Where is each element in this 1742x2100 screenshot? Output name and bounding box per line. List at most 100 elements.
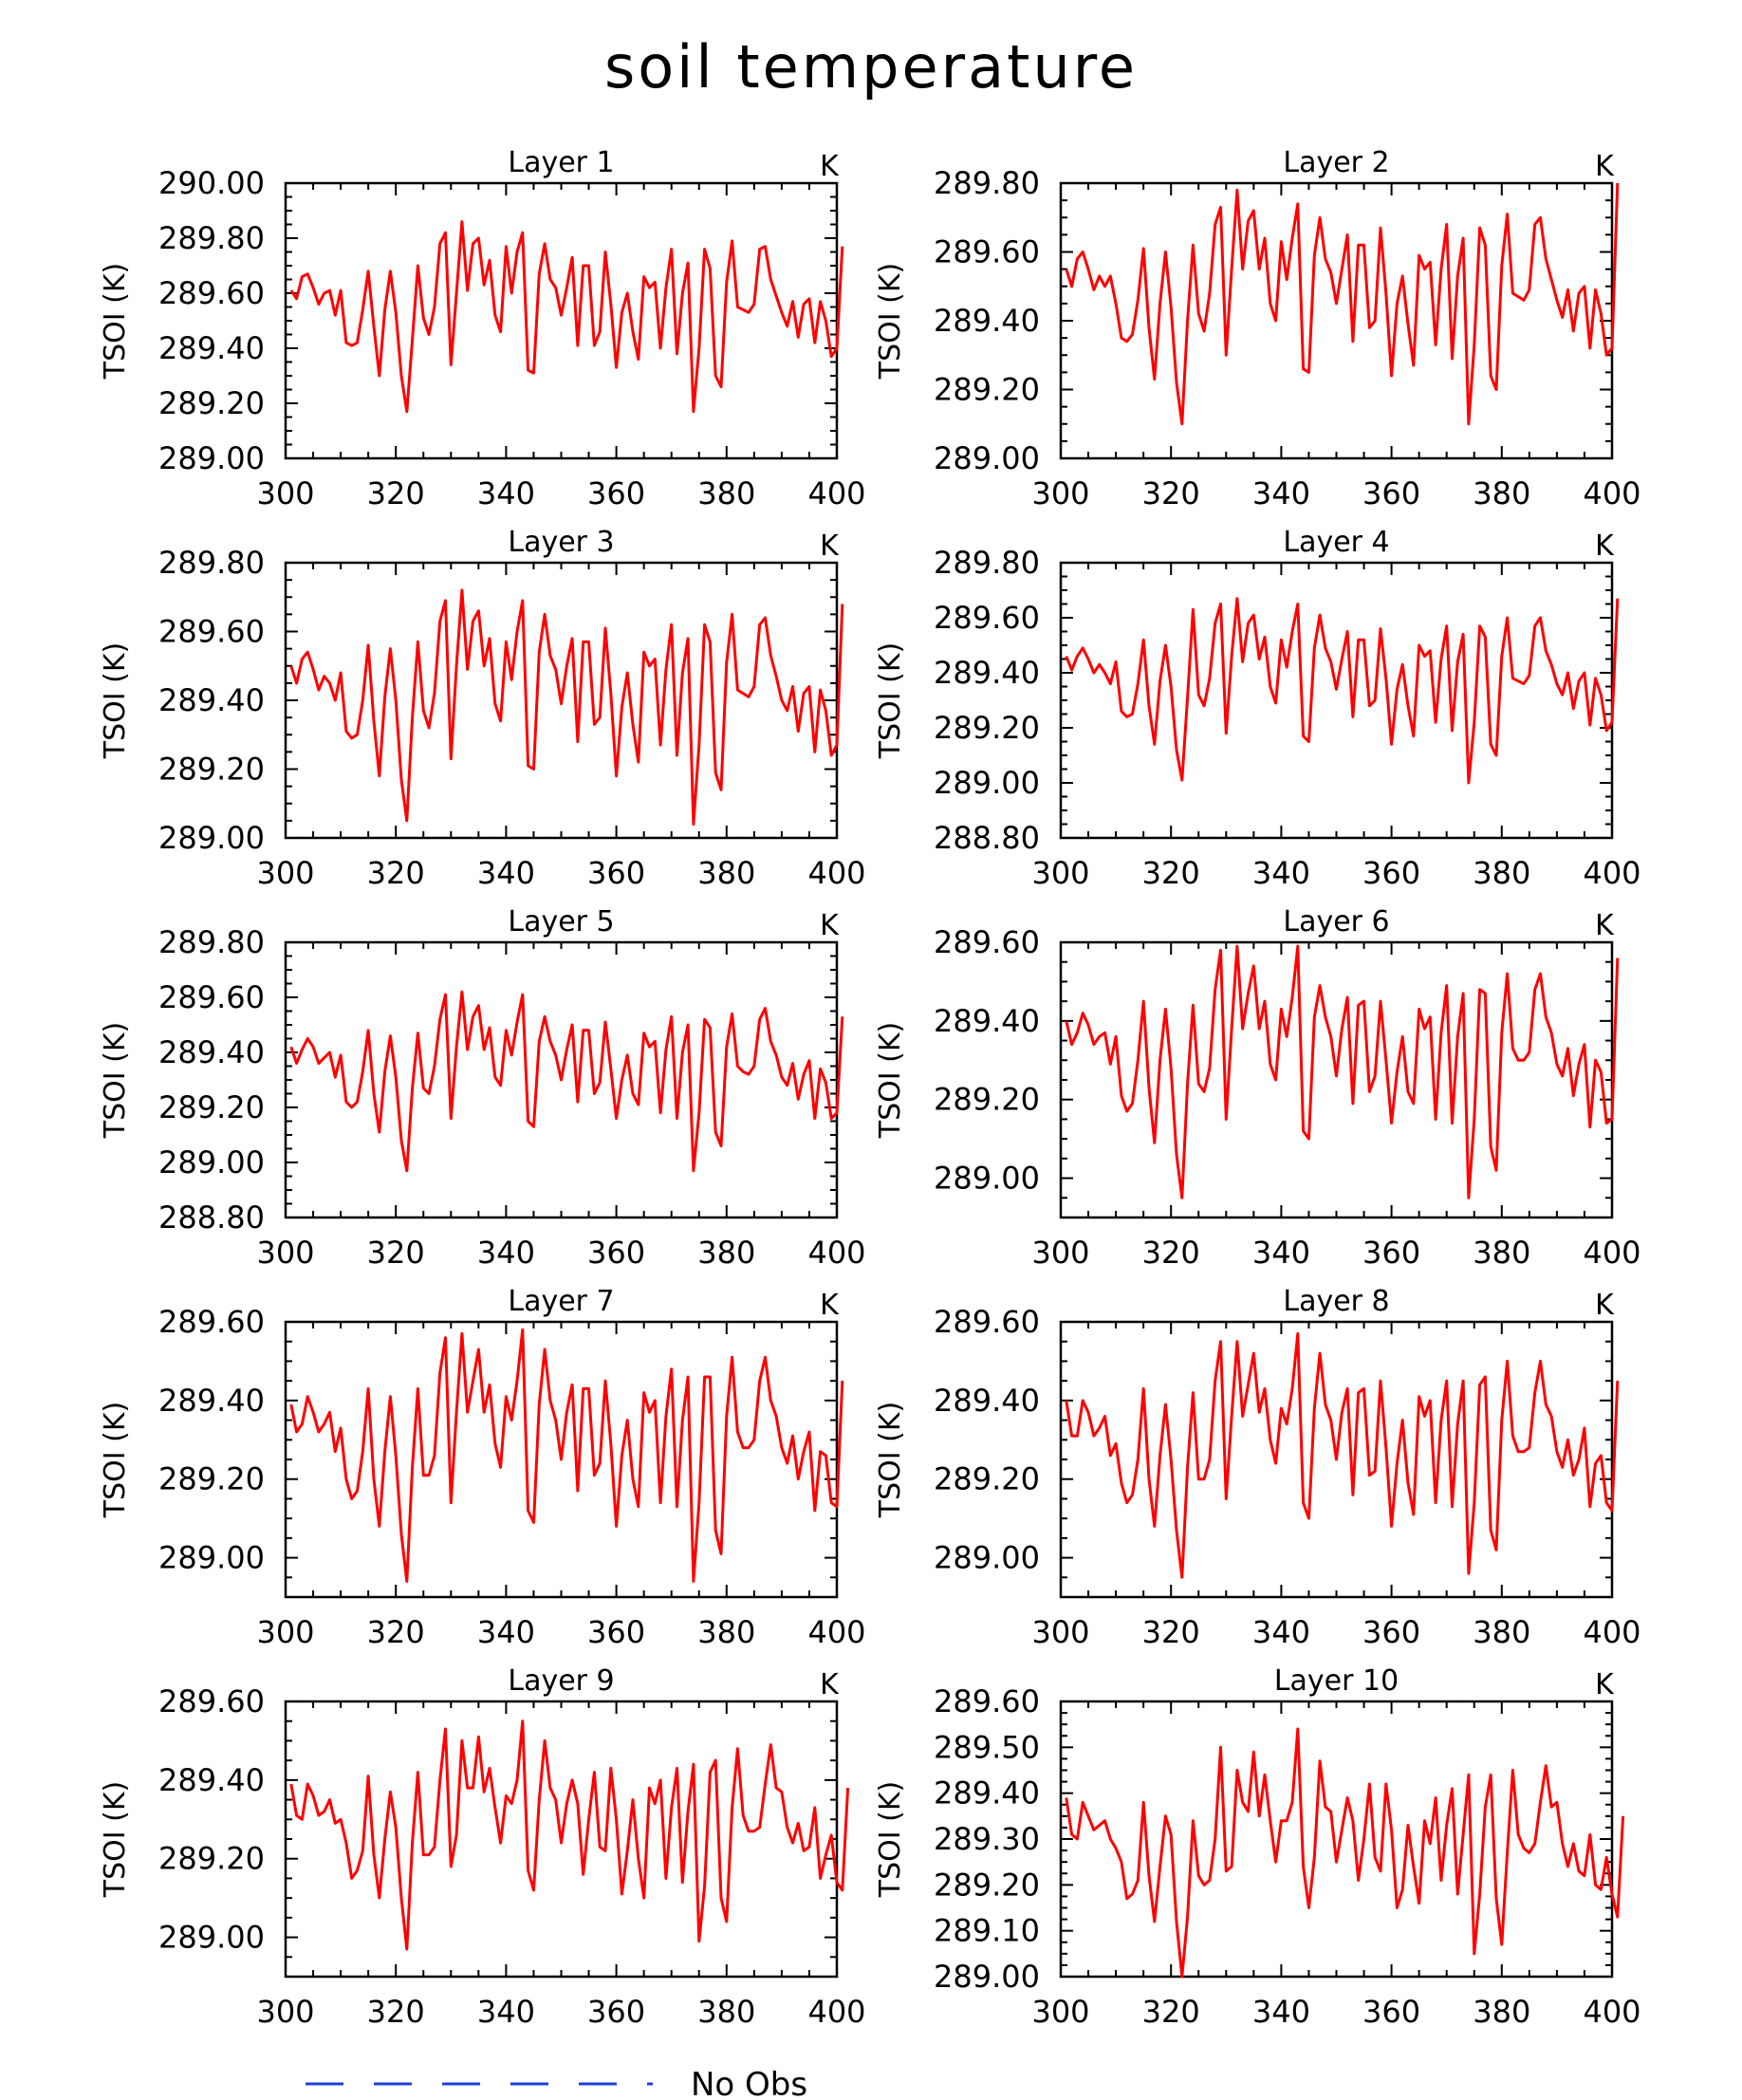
legend-label-no-obs: No Obs [691,2066,807,2100]
y-tick-label: 289.50 [934,1729,1040,1765]
x-tick-label: 300 [1031,1235,1089,1271]
x-tick-label: 340 [477,855,535,891]
figure-title: soil temperature [604,32,1138,102]
y-tick-label: 290.00 [158,165,265,201]
y-tick-label: 289.00 [934,1540,1040,1576]
x-tick-label: 400 [807,1614,865,1650]
unit-label: K [1595,530,1615,563]
plot-frame [1059,940,1614,1219]
x-tick-label: 340 [477,1994,535,2030]
y-tick-label: 289.40 [934,655,1040,691]
panel-title: Layer 10 [1274,1664,1399,1698]
x-tick-label: 400 [1583,475,1640,511]
y-tick-label: 289.60 [158,614,265,650]
x-tick-label: 360 [587,855,645,891]
y-axis-label: TSOI (K) [874,1402,907,1518]
y-tick-label: 289.60 [934,924,1040,960]
unit-label: K [1595,1289,1615,1322]
y-tick-label: 289.40 [158,1383,265,1419]
x-tick-label: 400 [1583,1614,1640,1650]
y-tick-label: 289.20 [934,1082,1040,1118]
x-tick-label: 380 [1473,1614,1530,1650]
y-axis-label: TSOI (K) [99,1402,132,1518]
y-tick-label: 289.60 [934,234,1040,270]
panel-title: Layer 6 [1283,905,1389,938]
unit-label: K [1595,1668,1615,1701]
plot-frame [1059,181,1614,460]
y-axis-label: TSOI (K) [99,1022,132,1139]
y-tick-label: 289.30 [934,1821,1040,1857]
panel-title: Layer 5 [508,905,614,938]
y-tick-label: 288.80 [934,820,1040,856]
y-axis-label: TSOI (K) [874,642,907,759]
panel-title: Layer 2 [1283,146,1389,179]
unit-label: K [820,150,840,183]
panel-layer-4: Layer 4 K TSOI (K) 300 320 340 360 380 400 289.80… [874,526,1641,891]
x-tick-label: 340 [477,1614,535,1650]
y-tick-label: 289.00 [158,820,265,856]
x-tick-label: 360 [587,475,645,511]
panel-layer-7: Layer 7 K TSOI (K) 300 320 340 360 380 400 289.60… [99,1285,866,1650]
x-tick-label: 360 [1362,1235,1420,1271]
x-tick-label: 320 [367,855,425,891]
x-tick-label: 320 [1142,1994,1200,2030]
panel-title: Layer 9 [508,1664,614,1698]
panel-layer-10: Layer 10 K TSOI (K) 300 320 340 360 380 400 289.6… [874,1664,1641,2030]
x-tick-label: 380 [697,1614,755,1650]
series-line-tsoi [289,220,844,414]
x-tick-label: 340 [1252,475,1310,511]
series-line-tsoi [289,1328,844,1583]
plot-frame [284,181,839,460]
x-tick-label: 360 [587,1235,645,1271]
unit-label: K [1595,150,1615,183]
x-tick-label: 340 [477,1235,535,1271]
y-tick-label: 289.60 [158,1304,265,1340]
x-tick-label: 380 [697,1994,755,2030]
y-tick-label: 289.00 [934,1959,1040,1995]
x-tick-label: 300 [256,855,314,891]
y-tick-label: 289.80 [934,165,1040,201]
panel-title: Layer 1 [508,146,614,179]
legend: No Obs [306,2066,807,2100]
x-tick-label: 300 [256,475,314,511]
y-tick-label: 289.00 [158,440,265,476]
y-tick-label: 289.60 [158,979,265,1015]
x-tick-label: 340 [1252,1235,1310,1271]
y-axis-label: TSOI (K) [99,263,132,380]
y-tick-label: 289.20 [934,710,1040,746]
y-axis-label: TSOI (K) [99,1781,132,1898]
panel-layer-6: Layer 6 K TSOI (K) 300 320 340 360 380 400 289.60… [874,905,1641,1271]
y-tick-label: 289.20 [158,385,265,421]
y-tick-label: 289.60 [934,1304,1040,1340]
y-tick-label: 289.80 [158,220,265,256]
unit-label: K [820,1668,840,1701]
x-tick-label: 300 [256,1235,314,1271]
y-tick-label: 289.40 [934,1383,1040,1419]
panel-title: Layer 8 [1283,1285,1389,1318]
y-tick-label: 289.80 [158,545,265,581]
series-line-tsoi [1065,1331,1620,1579]
plot-frame [1059,1700,1614,1979]
x-tick-label: 400 [807,855,865,891]
x-tick-label: 300 [1031,855,1089,891]
x-tick-label: 360 [1362,855,1420,891]
x-tick-label: 340 [1252,1994,1310,2030]
x-tick-label: 400 [1583,855,1640,891]
panel-layer-2: Layer 2 K TSOI (K) 300 320 340 360 380 400 289.80… [874,146,1641,511]
panels: Layer 1 K TSOI (K) 300 320 340 360 380 400 290.00… [99,146,1641,2030]
y-tick-label: 289.40 [158,1762,265,1798]
x-tick-label: 400 [807,475,865,511]
y-tick-label: 289.20 [158,1841,265,1877]
y-tick-label: 289.40 [158,1034,265,1070]
x-tick-label: 380 [1473,1994,1530,2030]
x-tick-label: 340 [1252,1614,1310,1650]
x-tick-label: 300 [256,1994,314,2030]
y-axis-label: TSOI (K) [874,1022,907,1139]
x-tick-label: 320 [367,475,425,511]
series-line-tsoi [289,990,844,1173]
x-tick-label: 300 [1031,1614,1089,1650]
y-tick-label: 289.00 [934,440,1040,476]
y-tick-label: 289.00 [158,1920,265,1956]
x-tick-label: 320 [367,1994,425,2030]
